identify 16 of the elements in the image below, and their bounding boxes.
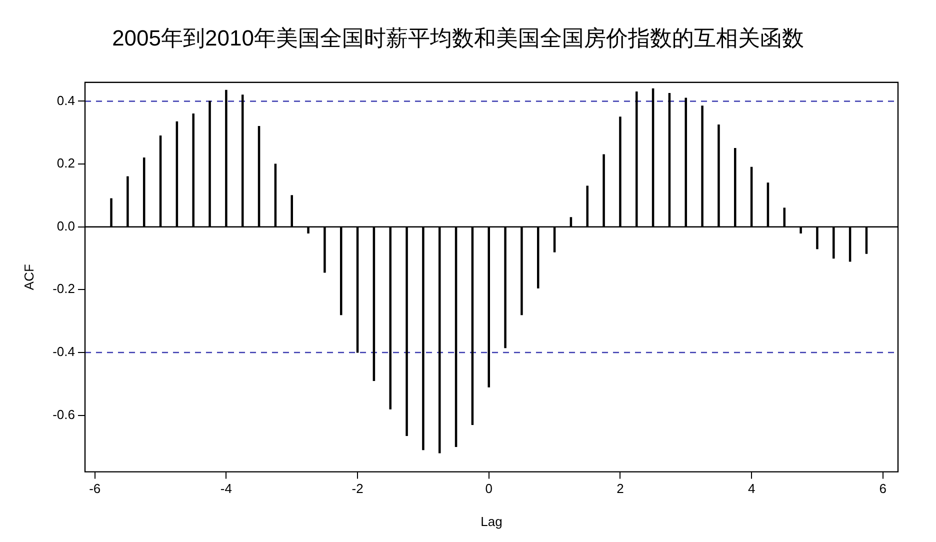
y-tick-label: -0.6 xyxy=(52,406,75,422)
y-axis-title: ACF xyxy=(21,264,36,290)
y-tick-label: 0.0 xyxy=(56,218,75,234)
x-tick-label: 6 xyxy=(879,481,887,496)
x-tick-label: -2 xyxy=(352,481,364,496)
chart-title: 2005年到2010年美国全国时薪平均数和美国全国房价指数的互相关函数 xyxy=(112,25,804,50)
x-tick-label: -4 xyxy=(220,481,232,496)
x-axis-title: Lag xyxy=(480,514,502,529)
y-tick-label: -0.4 xyxy=(52,344,75,360)
x-tick-label: -6 xyxy=(89,481,101,496)
y-tick-label: 0.2 xyxy=(56,156,75,171)
x-tick-label: 2 xyxy=(616,481,624,496)
y-tick-label: -0.2 xyxy=(52,281,75,296)
y-tick-label: 0.4 xyxy=(56,92,75,108)
x-tick-label: 0 xyxy=(485,481,492,496)
x-tick-label: 4 xyxy=(748,481,756,496)
